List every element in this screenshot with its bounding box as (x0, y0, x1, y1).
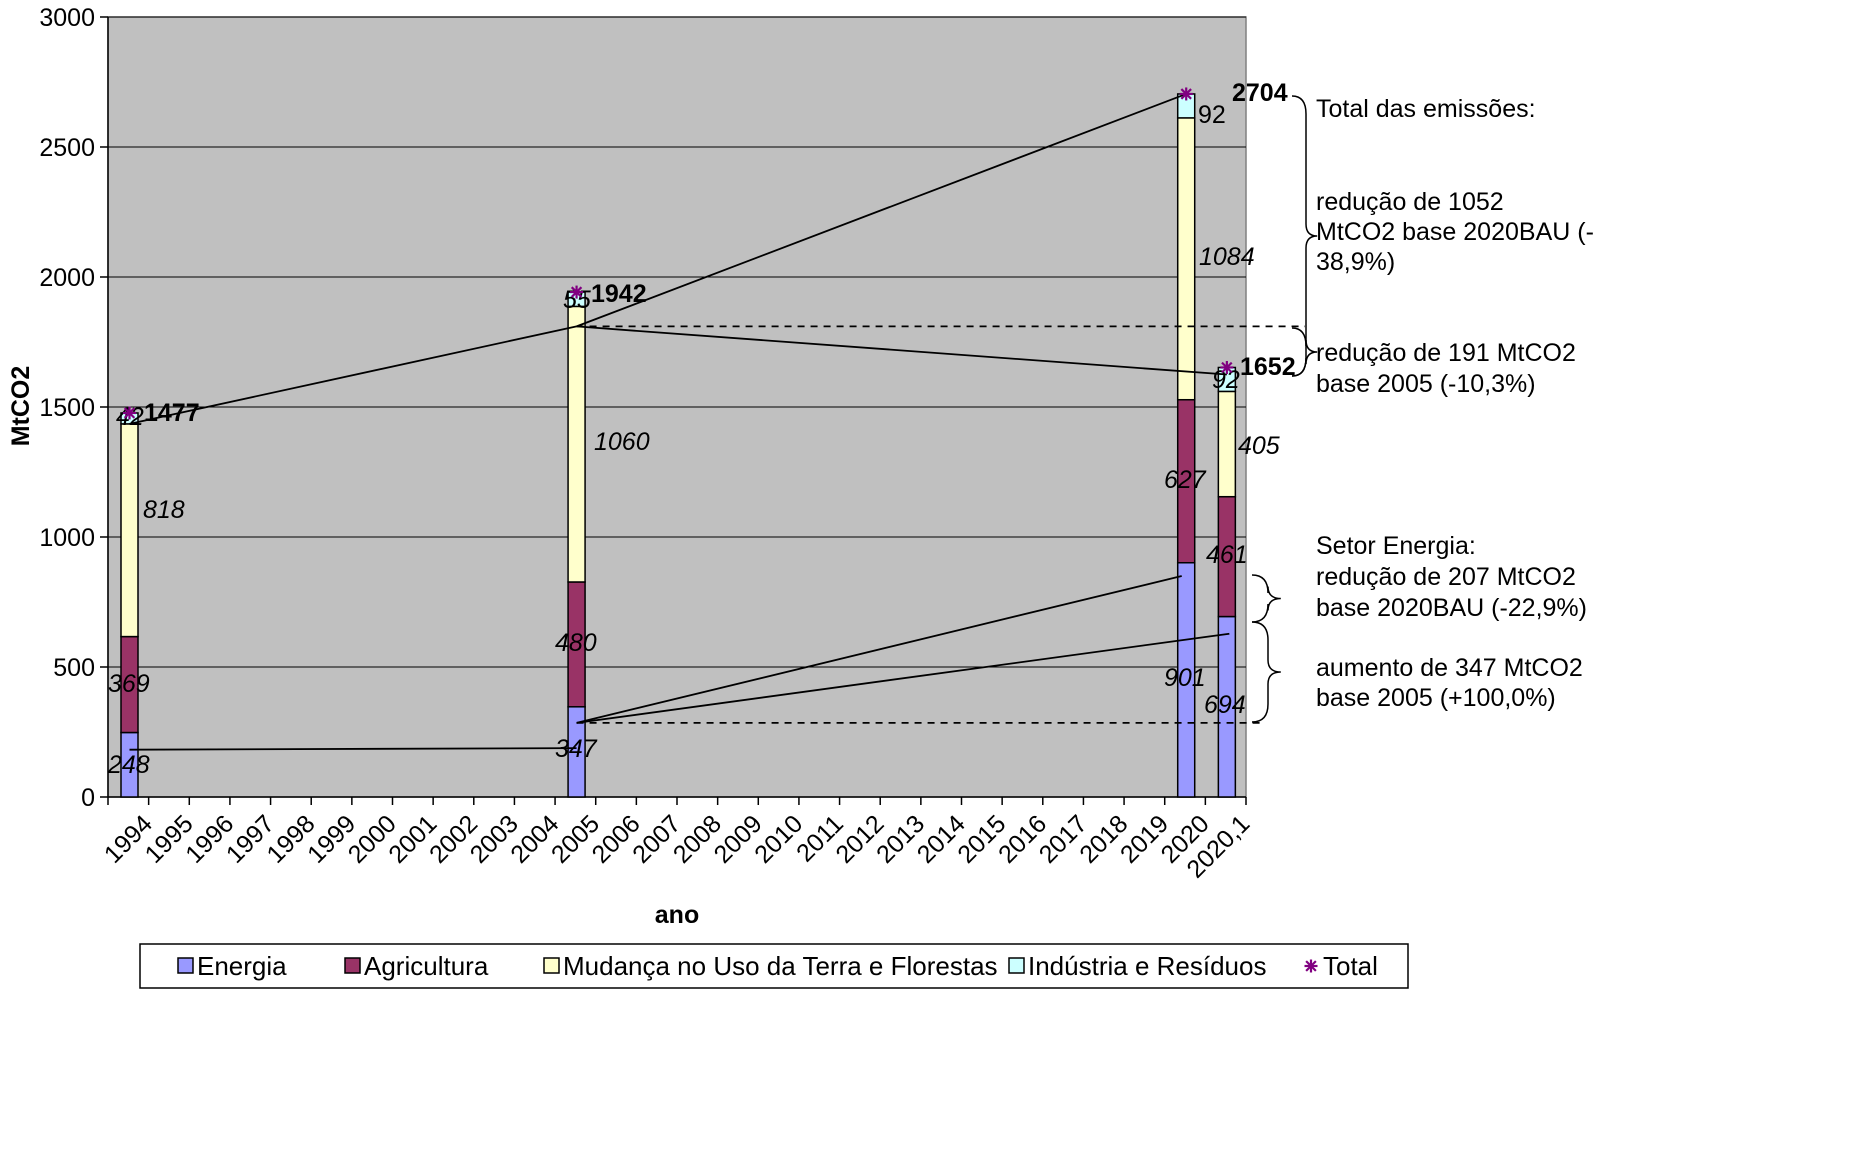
segment-label: 818 (143, 496, 185, 524)
legend-swatch (543, 957, 560, 974)
annotation-total-2005-line2: base 2005 (-10,3%) (1316, 370, 1536, 398)
legend-label: Energia (197, 951, 287, 981)
total-markers: 1477 1942 2704 1652 (123, 79, 1296, 427)
y-tick-label: 500 (53, 654, 95, 682)
segment-label: 248 (107, 751, 150, 779)
y-tick-label: 1000 (39, 524, 95, 552)
annotation-total-title: Total das emissões: (1316, 95, 1536, 123)
legend-label: Mudança no Uso da Terra e Florestas (563, 951, 998, 981)
connector-energy-2005-2020 (576, 575, 1182, 724)
total-marker-1994 (123, 406, 136, 420)
total-marker-stroke (1221, 361, 1233, 374)
brace-energy-bau (1251, 574, 1281, 623)
legend-swatch (177, 957, 194, 974)
segment-label: 369 (108, 670, 150, 698)
y-axis-title: MtCO2 (7, 366, 35, 447)
annotation-total-2005-line1: redução de 191 MtCO2 (1316, 339, 1576, 367)
segment-label: 1060 (594, 428, 650, 456)
x-axis-title: ano (655, 901, 699, 929)
legend-swatch (1008, 957, 1025, 974)
segment-label: 92 (1198, 101, 1226, 129)
legend-total-marker (1304, 959, 1318, 973)
total-label: 1477 (144, 399, 200, 427)
x-axis-ticks: 1994199519961997199819992000200120022003… (99, 797, 1255, 884)
legend-swatch (344, 957, 361, 974)
brace-total-2005 (1291, 327, 1318, 377)
annotation-braces (1251, 95, 1318, 723)
total-marker-stroke (1180, 88, 1192, 100)
y-tick-label: 2000 (39, 264, 95, 292)
connector-total-1994-2005 (129, 325, 577, 425)
brace-energy-2005 (1251, 621, 1281, 723)
annotation-energy-bau-line1: redução de 207 MtCO2 (1316, 563, 1576, 591)
connector-total-2005-2020 (576, 93, 1187, 328)
segment-label: 405 (1238, 432, 1280, 460)
y-tick-label: 2500 (39, 134, 95, 162)
annotation-total-bau-line3: 38,9%) (1316, 248, 1395, 276)
annotation-energy-bau-line2: base 2020BAU (-22,9%) (1316, 594, 1587, 622)
legend: Energia Agricultura Mudança no Uso da Terr… (139, 943, 1409, 989)
total-marker-stroke (1305, 960, 1317, 972)
total-label: 2704 (1232, 79, 1288, 107)
total-marker-2020 (1179, 87, 1193, 101)
bar-segments (120, 93, 1237, 798)
connector-energy-1994-2005 (129, 747, 577, 751)
total-label: 1942 (591, 280, 647, 308)
annotation-energy-2005-line2: base 2005 (+100,0%) (1316, 684, 1556, 712)
connector-lines (129, 93, 1305, 751)
total-marker-2005 (570, 285, 584, 299)
segment-label: 1084 (1199, 243, 1255, 271)
segment-label: 480 (555, 629, 597, 657)
gridlines (108, 16, 1246, 668)
total-label: 1652 (1240, 353, 1296, 381)
segment-label: 901 (1164, 664, 1206, 692)
annotation-energy-2005-line1: aumento de 347 MtCO2 (1316, 654, 1583, 682)
y-tick-label: 3000 (39, 4, 95, 32)
y-axis-ticks: 0 500 1000 1500 2000 2500 3000 (39, 4, 1246, 812)
legend-label: Total (1323, 951, 1378, 981)
connector-total-2005-2020-1 (576, 325, 1227, 376)
segment-label: 627 (1164, 466, 1207, 494)
brace-total-bau (1291, 95, 1318, 377)
y-tick-label: 1500 (39, 394, 95, 422)
connector-energy-2005-2020-1 (576, 632, 1230, 724)
bar-mudan-a-no-uso-da-terra-e-florestas-1994 (120, 423, 139, 638)
bar-mudan-a-no-uso-da-terra-e-florestas-2020-1 (1217, 390, 1237, 498)
total-marker-2020-1 (1220, 360, 1234, 374)
annotation-total-bau-line2: MtCO2 base 2020BAU (- (1316, 218, 1594, 246)
total-marker-stroke (123, 407, 136, 419)
legend-label: Agricultura (364, 951, 489, 981)
bar-mudan-a-no-uso-da-terra-e-florestas-2020 (1176, 117, 1196, 401)
annotation-total-bau-line1: redução de 1052 (1316, 188, 1504, 216)
bar-mudan-a-no-uso-da-terra-e-florestas-2005 (567, 305, 586, 583)
segment-labels: 2483698184234748010605590162710849269446… (107, 101, 1280, 779)
segment-label: 347 (555, 735, 598, 763)
y-tick-label: 0 (81, 784, 95, 812)
annotation-notes: Total das emissões: redução de 1052MtCO2 … (1316, 95, 1594, 712)
legend-label: Indústria e Resíduos (1028, 951, 1266, 981)
annotation-energy-title: Setor Energia: (1316, 532, 1476, 560)
total-marker-stroke (570, 286, 583, 298)
segment-label: 461 (1206, 541, 1248, 569)
segment-label: 694 (1204, 691, 1246, 719)
